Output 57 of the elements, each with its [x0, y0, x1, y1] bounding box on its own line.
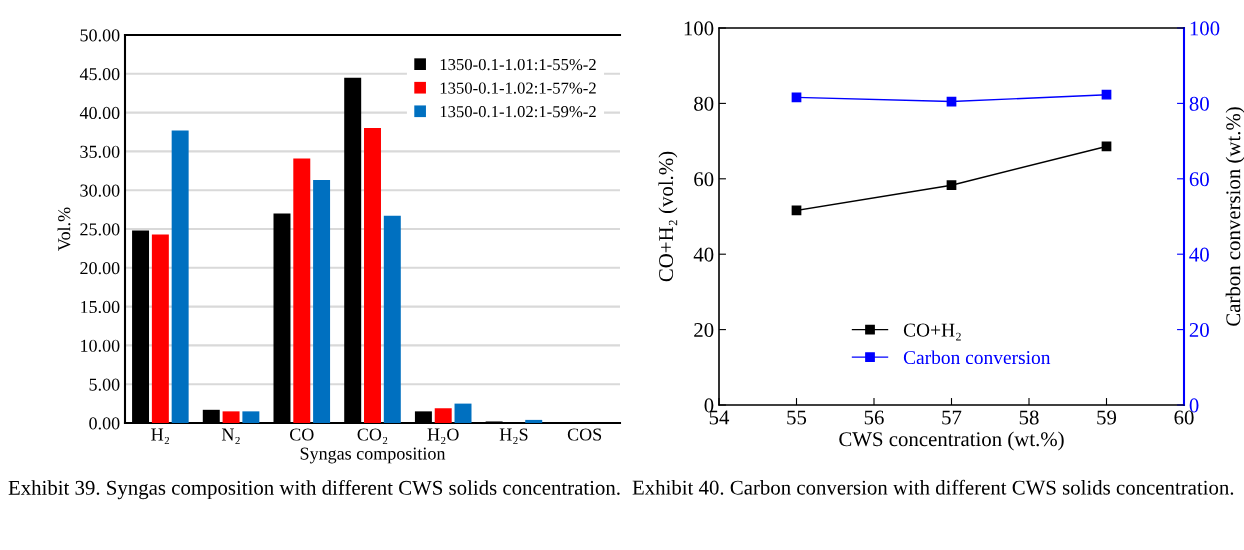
y-tick-label: 50.00: [80, 29, 120, 42]
x-tick-label: H₂O: [427, 428, 459, 445]
x-axis-title: Syngas composition: [300, 447, 446, 464]
bar: [525, 419, 543, 423]
y-tick-label: 60: [694, 172, 714, 187]
legend-label: CO+H₂: [903, 323, 961, 341]
bar: [222, 411, 240, 423]
x-tick-label: 58: [1019, 410, 1039, 425]
bar: [364, 128, 381, 423]
bar: [313, 180, 331, 423]
x-tick-label: CO: [289, 428, 314, 441]
text: Exhibit 39. Syngas composition with different CWS solids concentration.: [8, 480, 620, 500]
legend-label: 1350-0.1-1.01:1-55%-2: [440, 58, 596, 71]
y-tick-label: 45.00: [79, 68, 120, 81]
legend-label: Carbon conversion: [903, 350, 1051, 365]
x-axis-title: CWS concentration (wt.%): [839, 431, 1064, 451]
y2-tick-label: 60: [1189, 172, 1209, 187]
y-tick-label: 15.00: [81, 300, 120, 314]
text: Exhibit 40. Carbon conversion with different CWS solids concentration.: [632, 479, 1234, 495]
bar: [383, 215, 401, 423]
bar: [434, 408, 452, 423]
y-tick-label: 40.00: [79, 106, 120, 120]
bar: [151, 234, 169, 423]
y-tick-label: 20: [694, 322, 714, 338]
y-tick-label: 25.00: [80, 223, 120, 236]
y2-tick-label: 20: [1189, 322, 1209, 338]
x-tick-label: H₂: [151, 428, 170, 445]
y-tick-label: 20.00: [80, 262, 120, 275]
y2-tick-label: 80: [1189, 96, 1209, 111]
y-axis-title: CO+H₂ (vol.%): [658, 151, 678, 282]
x-tick-label: 57: [942, 410, 962, 425]
legend-label: 1350-0.1-1.02:1-59%-2: [440, 106, 596, 118]
bar: [171, 130, 189, 423]
y2-axis-title: Carbon conversion (wt.%): [1225, 107, 1244, 326]
x-tick-label: H₂S: [499, 428, 528, 445]
bar: [242, 411, 260, 423]
legend-label: 1350-0.1-1.02:1-57%-2: [440, 82, 596, 94]
point: [946, 180, 957, 191]
y2-tick-label: 100: [1190, 21, 1220, 36]
y-tick-label: 0.00: [89, 417, 120, 430]
y-tick-label: 80: [694, 96, 714, 111]
y-tick-label: 35.00: [80, 145, 120, 158]
x-tick-label: 56: [864, 410, 884, 425]
y-tick-label: 40: [693, 247, 714, 262]
bar: [293, 158, 311, 423]
x-tick-label: N₂: [221, 428, 240, 445]
y-axis-title: Vol.%: [57, 207, 71, 251]
y-tick-label: 100: [684, 21, 714, 36]
y-tick-label: 30.00: [80, 184, 120, 197]
y-tick-label: 5.00: [89, 378, 120, 391]
bar: [454, 403, 472, 423]
y2-tick-label: 40: [1189, 247, 1209, 262]
x-tick-label: 59: [1097, 410, 1117, 425]
x-tick-label: CO₂: [357, 428, 388, 445]
x-tick-label: 55: [787, 410, 807, 425]
y-tick-label: 10.00: [81, 339, 120, 352]
x-tick-label: COS: [567, 428, 602, 441]
